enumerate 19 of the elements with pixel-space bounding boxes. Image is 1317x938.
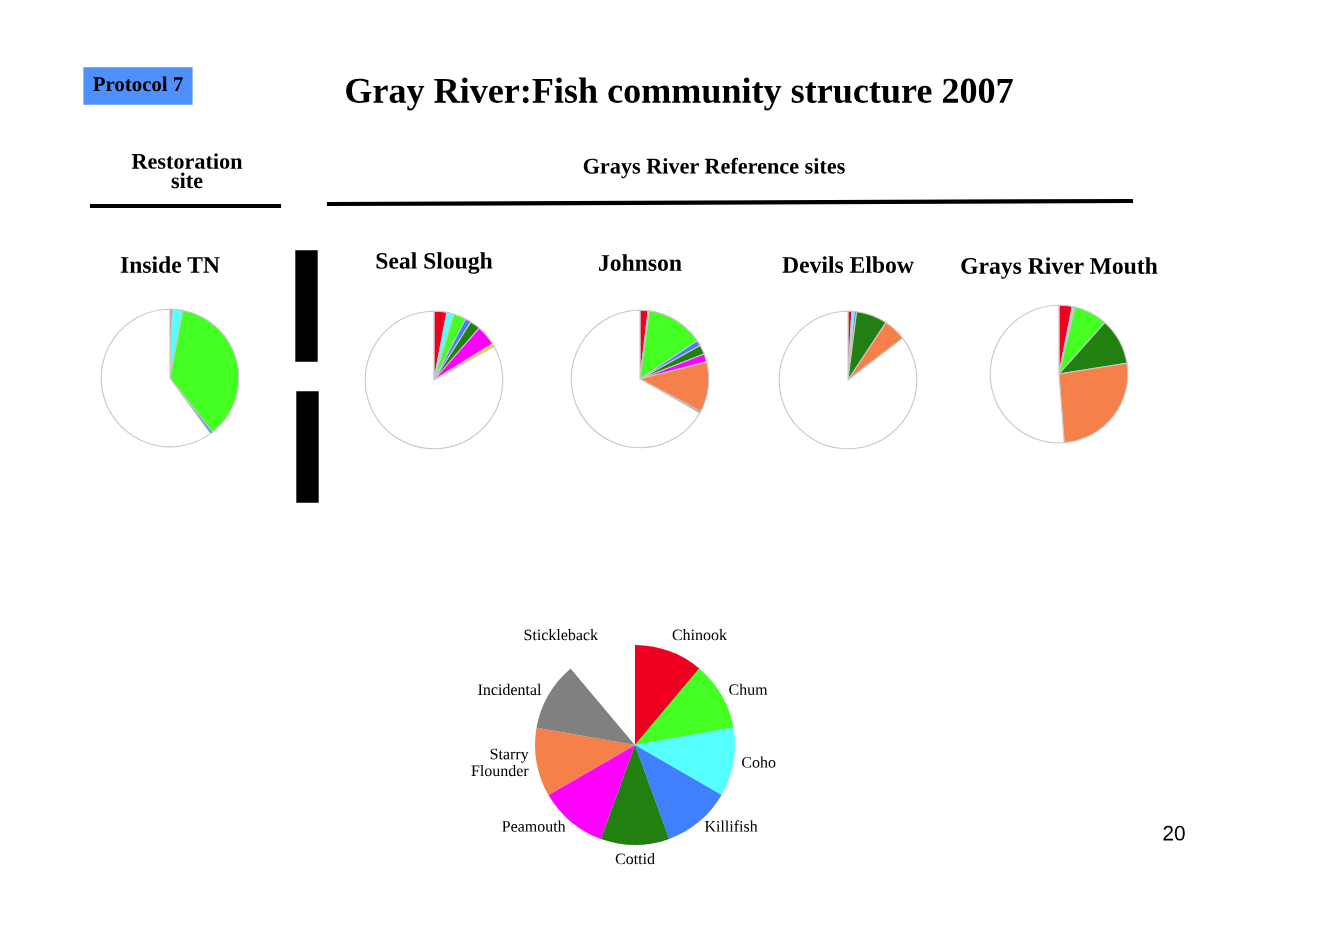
slice-label: Starry Flounder <box>471 748 529 777</box>
text: Grays River Reference sites <box>583 157 845 179</box>
slice-label: Peamouth <box>502 820 566 832</box>
chart-title: Seal Slough <box>376 252 493 274</box>
chart-title: Devils Elbow <box>782 256 914 273</box>
slice-label: Stickleback <box>524 629 599 641</box>
slice-label: Chum <box>729 683 768 695</box>
text: Protocol 7 <box>93 76 183 92</box>
text: Restoration site <box>131 153 243 189</box>
slice-label: Incidental <box>478 683 542 696</box>
slice-label: Killifish <box>704 820 758 832</box>
chart-title: Inside TN <box>120 256 220 273</box>
slice-label: Cottid <box>615 853 655 865</box>
chart-title: Johnson <box>599 254 682 271</box>
chart-title: Grays River Mouth <box>961 257 1158 279</box>
text: Gray River:Fish community structure 2007 <box>346 77 1013 111</box>
slice-label: Coho <box>742 756 776 768</box>
text: 20 <box>1163 825 1185 841</box>
slice-label: Chinook <box>672 629 727 641</box>
